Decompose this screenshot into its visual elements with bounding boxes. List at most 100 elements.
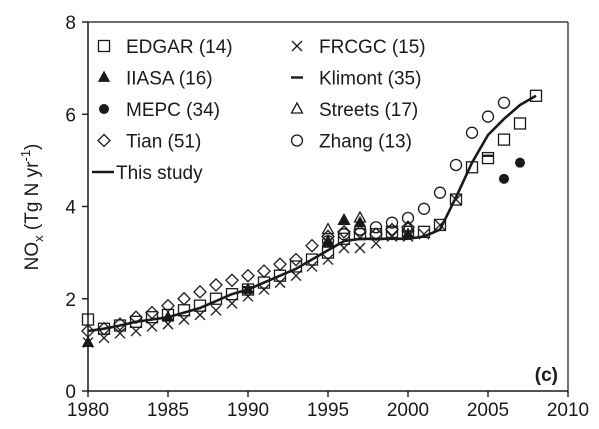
legend-entry-tian: Tian (51) [97,132,201,153]
series-mepc [499,157,525,184]
data-point-zhang [369,221,383,234]
data-point-tian [225,273,239,288]
data-point-zhang [353,223,367,236]
data-point-tian [321,229,335,244]
data-point-frcgc [146,320,158,332]
data-point-tian [369,227,383,242]
this-study-line [87,94,537,333]
legend-entry-edgar: EDGAR (14) [97,37,233,58]
svg-text:NOx (Tg N yr-1): NOx (Tg N yr-1) [18,144,46,271]
data-point-tian [193,284,207,299]
data-point-tian [257,264,271,278]
legend-entry-this-study: This study [92,163,203,184]
legend-label: This study [116,163,203,184]
data-point-zhang [401,211,415,225]
series-streets [321,210,415,235]
series-klimont [242,154,494,289]
legend-label: IIASA (16) [126,69,213,90]
data-point-tian [401,220,415,235]
data-point-edgar [225,287,239,301]
y-axis-title-subscript: x [31,235,46,242]
legend-entry-mepc: MEPC (34) [99,100,220,121]
data-point-zhang [321,234,335,248]
data-point-tian [209,277,223,292]
x-tick-label: 2010 [547,400,589,421]
y-tick-label: 4 [65,198,76,219]
data-point-tian [289,252,303,267]
data-point-frcgc [306,261,318,272]
data-point-zhang [433,186,447,199]
data-point-streets [401,219,415,232]
series-this-study [87,94,537,333]
data-point-tian [241,268,255,283]
series-zhang [321,96,511,248]
legend-marker [97,39,111,53]
legend-marker [99,104,109,114]
y-tick-label: 8 [65,13,76,34]
legend-marker [290,134,304,147]
data-point-frcgc [114,327,126,339]
y-axis-title-units: (Tg N yr [22,161,43,236]
x-tick-label: 2005 [467,400,509,421]
data-point-edgar [145,311,159,324]
legend-label: FRCGC (15) [319,37,426,58]
x-tick-label: 1985 [147,400,189,421]
y-axis-title-superscript: -1 [18,150,33,162]
data-point-tian [385,222,399,237]
legend: EDGAR (14) FRCGC (15) IIASA (16) Klimont (3… [92,37,426,184]
data-point-frcgc [354,242,366,254]
data-point-frcgc [210,304,222,316]
data-point-tian [305,238,319,253]
data-point-frcgc [178,314,190,325]
data-point-zhang [337,228,351,241]
data-point-tian [81,324,95,338]
legend-label: Zhang (13) [319,132,412,153]
data-point-edgar [497,133,511,146]
data-point-tian [129,310,143,325]
data-point-zhang [481,110,495,123]
data-point-edgar [481,151,495,165]
legend-marker [97,133,111,148]
data-point-frcgc [98,332,110,344]
data-point-edgar [305,253,319,266]
x-tick-label: 1990 [227,400,269,421]
legend-marker [290,101,304,114]
legend-label: EDGAR (14) [126,37,233,58]
legend-marker [291,40,303,52]
data-point-edgar [449,193,463,206]
legend-marker [97,70,111,82]
x-tick-label: 1980 [67,400,109,421]
data-point-zhang [449,158,463,172]
data-point-tian [353,224,367,239]
data-point-iiasa [81,335,95,347]
y-axis-title: NOx (Tg N yr-1) [18,144,46,271]
data-point-zhang [385,216,399,229]
data-point-tian [337,224,351,239]
data-point-edgar [529,89,543,102]
data-point-tian [177,291,191,306]
y-tick-label: 0 [65,382,76,403]
data-point-frcgc [226,297,238,309]
legend-entry-iiasa: IIASA (16) [97,69,213,90]
data-point-tian [145,305,159,320]
legend-label: Streets (17) [319,100,418,121]
legend-entry-klimont: Klimont (35) [291,69,421,90]
legend-label: Klimont (35) [319,69,421,90]
data-point-zhang [465,126,479,139]
data-point-edgar [513,117,527,130]
data-point-tian [113,317,127,332]
data-point-tian [161,298,175,313]
panel-label: (c) [535,365,558,386]
series-frcgc [82,194,462,349]
data-point-frcgc [258,284,270,295]
data-point-zhang [497,96,511,109]
y-axis-title-base: NO [22,242,43,271]
x-tick-label: 2000 [387,400,429,421]
x-tick-label: 1995 [307,400,349,421]
data-point-tian [273,257,287,272]
y-axis-title-close: ) [22,144,43,150]
data-point-frcgc [274,277,286,289]
data-point-iiasa [337,213,351,225]
legend-entry-streets: Streets (17) [290,100,418,121]
